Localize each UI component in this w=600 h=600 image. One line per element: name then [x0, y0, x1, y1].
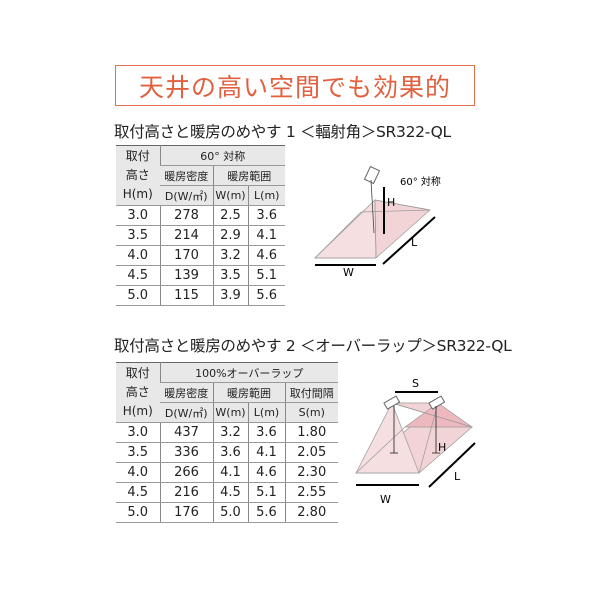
value-cell: 115: [159, 285, 213, 306]
value-cell: 170: [159, 245, 213, 266]
value-cell: 4.1: [247, 225, 285, 246]
section1-heading: 取付高さと暖房のめやす 1 ＜輻射角＞SR322-QL: [114, 123, 451, 141]
value-cell: 437: [159, 422, 213, 443]
row-label-header: 取付 高さ H(m): [116, 145, 160, 206]
height-cell: 5.0: [116, 285, 160, 306]
group-header: 60° 対称: [159, 145, 285, 166]
value-cell: 2.9: [212, 225, 248, 246]
range-header: 暖房範囲: [212, 165, 285, 186]
heater-icon: [363, 165, 381, 185]
unit-header: D(W/㎡): [160, 402, 213, 423]
density-header: 暖房密度: [160, 382, 213, 403]
table-row: 3.5 336 3.6 4.1 2.05: [116, 442, 338, 463]
value-cell: 4.1: [212, 462, 248, 483]
row-label-header: 取付 高さ H(m): [116, 362, 160, 423]
table-row: 5.0 176 5.0 5.6 2.80: [116, 502, 338, 523]
value-cell: 3.6: [247, 205, 285, 226]
value-cell: 3.6: [247, 422, 285, 443]
height-cell: 4.5: [116, 265, 160, 286]
height-cell: 3.5: [116, 225, 160, 246]
range-header: 暖房範囲: [212, 382, 285, 403]
value-cell: 3.2: [212, 245, 248, 266]
value-cell: 139: [159, 265, 213, 286]
value-cell: 4.1: [247, 442, 285, 463]
table-row: 4.5 216 4.5 5.1 2.55: [116, 482, 338, 503]
value-cell: 3.9: [212, 285, 248, 306]
w-label: W: [380, 493, 391, 506]
height-cell: 3.5: [116, 442, 160, 463]
diagram-60-symmetric: H W L 60° 対称: [314, 165, 441, 279]
title-banner: 天井の高い空間でも効果的: [115, 65, 475, 106]
heating-table-2: 取付 高さ H(m) 100%オーバーラップ 暖房密度 暖房範囲 取付間隔 D(W/㎡) W…: [116, 362, 338, 523]
angle-label: 60° 対称: [400, 175, 441, 188]
group-header: 100%オーバーラップ: [159, 362, 338, 383]
table-row: 3.0 437 3.2 3.6 1.80: [116, 422, 338, 443]
value-cell: 5.6: [247, 285, 285, 306]
density-header: 暖房密度: [160, 165, 213, 186]
height-cell: 3.0: [116, 422, 160, 443]
heater-icon: [428, 395, 446, 410]
value-cell: 2.55: [284, 482, 338, 503]
value-cell: 2.5: [212, 205, 248, 226]
unit-header: W(m): [212, 185, 248, 206]
value-cell: 176: [159, 502, 213, 523]
spacing-header: 取付間隔: [284, 382, 338, 403]
table-row: 5.0 115 3.9 5.6: [116, 285, 285, 306]
table-row: 4.0 266 4.1 4.6 2.30: [116, 462, 338, 483]
value-cell: 5.1: [247, 482, 285, 503]
value-cell: 3.5: [212, 265, 248, 286]
unit-header: L(m): [247, 402, 285, 423]
value-cell: 3.2: [212, 422, 248, 443]
w-label: W: [343, 266, 354, 279]
page-title: 天井の高い空間でも効果的: [138, 72, 451, 102]
value-cell: 214: [159, 225, 213, 246]
unit-header: D(W/㎡): [160, 185, 213, 206]
s-label: S: [412, 377, 419, 390]
height-cell: 3.0: [116, 205, 160, 226]
value-cell: 278: [159, 205, 213, 226]
unit-header: L(m): [247, 185, 285, 206]
value-cell: 3.6: [212, 442, 248, 463]
value-cell: 5.1: [247, 265, 285, 286]
value-cell: 2.05: [284, 442, 338, 463]
l-label: L: [454, 470, 461, 483]
value-cell: 266: [159, 462, 213, 483]
height-cell: 4.0: [116, 462, 160, 483]
heating-table-1: 取付 高さ H(m) 60° 対称 暖房密度 暖房範囲 D(W/㎡) W(m) L(m) 3…: [116, 145, 285, 306]
value-cell: 216: [159, 482, 213, 503]
heater-icon: [383, 395, 401, 410]
height-cell: 5.0: [116, 502, 160, 523]
value-cell: 4.6: [247, 245, 285, 266]
value-cell: 1.80: [284, 422, 338, 443]
height-cell: 4.0: [116, 245, 160, 266]
value-cell: 4.6: [247, 462, 285, 483]
section2-heading: 取付高さと暖房のめやす 2 ＜オーバーラップ＞SR322-QL: [114, 337, 512, 355]
value-cell: 4.5: [212, 482, 248, 503]
h-label: H: [387, 196, 395, 209]
unit-header: W(m): [212, 402, 248, 423]
table-row: 4.5 139 3.5 5.1: [116, 265, 285, 286]
height-cell: 4.5: [116, 482, 160, 503]
value-cell: 5.6: [247, 502, 285, 523]
l-label: L: [411, 236, 418, 249]
table-row: 3.5 214 2.9 4.1: [116, 225, 285, 246]
table-row: 3.0 278 2.5 3.6: [116, 205, 285, 226]
h-label: H: [438, 441, 446, 454]
table-row: 4.0 170 3.2 4.6: [116, 245, 285, 266]
unit-header: S(m): [284, 402, 338, 423]
value-cell: 2.30: [284, 462, 338, 483]
value-cell: 2.80: [284, 502, 338, 523]
diagram-overlap: S H W L: [355, 377, 476, 506]
value-cell: 5.0: [212, 502, 248, 523]
value-cell: 336: [159, 442, 213, 463]
